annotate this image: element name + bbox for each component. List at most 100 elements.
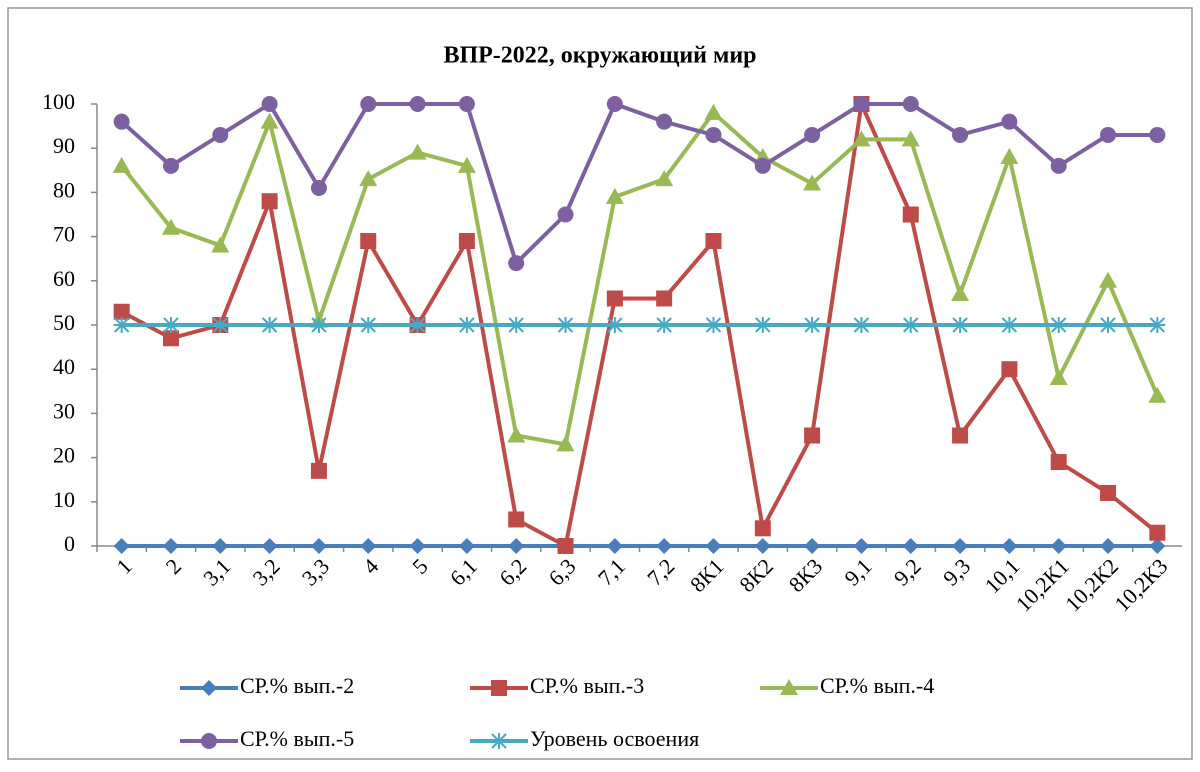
y-tick-label: 100 [42, 89, 75, 114]
y-tick-label: 10 [53, 487, 75, 512]
marker [557, 538, 574, 554]
y-tick-label: 40 [53, 354, 75, 379]
marker [952, 126, 969, 143]
marker [1050, 317, 1067, 333]
marker [359, 170, 378, 187]
marker [853, 317, 870, 333]
y-tick-label: 50 [53, 310, 75, 335]
marker [310, 462, 327, 479]
y-tick-label: 0 [64, 531, 75, 556]
marker [754, 317, 771, 333]
marker [655, 170, 674, 187]
legend-item: СР.% вып.-5 [180, 726, 354, 751]
marker [113, 538, 130, 554]
marker [1148, 386, 1167, 403]
marker [1100, 317, 1117, 333]
marker [1100, 484, 1117, 501]
marker [162, 317, 179, 333]
marker [1001, 317, 1018, 333]
marker [656, 290, 673, 307]
marker [705, 317, 722, 333]
legend-item: Уровень освоения [470, 726, 699, 751]
marker [705, 233, 722, 250]
marker [853, 96, 870, 112]
legend-label: СР.% вып.-4 [820, 673, 934, 698]
marker [458, 317, 475, 333]
marker [606, 96, 623, 112]
marker [902, 538, 919, 554]
marker [1050, 454, 1067, 471]
marker [803, 174, 822, 191]
marker [212, 538, 229, 554]
marker [1001, 538, 1018, 554]
marker [1099, 271, 1118, 288]
legend-item: СР.% вып.-4 [760, 673, 934, 698]
marker [161, 218, 180, 235]
legend-item: СР.% вып.-2 [180, 673, 354, 698]
marker [606, 538, 623, 554]
marker [458, 96, 475, 112]
chart-title: ВПР-2022, окружающий мир [443, 43, 756, 69]
marker [804, 126, 821, 143]
marker [705, 538, 722, 554]
marker [754, 538, 771, 554]
marker [605, 187, 624, 204]
marker [656, 113, 673, 130]
marker [162, 538, 179, 554]
marker [113, 113, 130, 130]
marker [754, 520, 771, 537]
marker [656, 538, 673, 554]
marker [211, 236, 230, 253]
marker [1001, 113, 1018, 130]
marker [508, 255, 525, 272]
marker [902, 206, 919, 223]
marker [162, 157, 179, 174]
y-tick-label: 90 [53, 133, 75, 158]
marker [901, 130, 920, 147]
marker [261, 538, 278, 554]
marker [951, 285, 970, 302]
series-line [120, 101, 1158, 267]
marker [952, 538, 969, 554]
marker [113, 303, 130, 320]
marker [409, 96, 426, 112]
marker [360, 538, 377, 554]
marker [310, 538, 327, 554]
marker [261, 96, 278, 112]
marker [952, 317, 969, 333]
y-tick-label: 30 [53, 398, 75, 423]
marker [457, 156, 476, 173]
marker [212, 317, 229, 333]
marker [260, 112, 279, 129]
marker [804, 538, 821, 554]
marker [261, 193, 278, 210]
marker [656, 317, 673, 333]
marker [491, 680, 507, 696]
marker [1050, 538, 1067, 554]
marker [310, 179, 327, 196]
marker [804, 317, 821, 333]
marker [606, 290, 623, 307]
series-line [120, 96, 1159, 550]
legend-label: СР.% вып.-5 [240, 726, 354, 751]
legend-label: СР.% вып.-3 [530, 673, 644, 698]
marker [1149, 126, 1166, 143]
y-tick-label: 60 [53, 266, 75, 291]
marker [458, 538, 475, 554]
marker [458, 233, 475, 250]
marker [491, 733, 507, 749]
marker [557, 317, 574, 333]
marker [409, 538, 426, 554]
marker [852, 130, 871, 147]
marker [1100, 126, 1117, 143]
marker [360, 317, 377, 333]
marker [508, 538, 525, 554]
marker [1049, 369, 1068, 386]
marker [853, 538, 870, 554]
marker [201, 680, 217, 696]
marker [112, 156, 131, 173]
series-line [120, 109, 1160, 447]
marker [1100, 538, 1117, 554]
marker [409, 317, 426, 333]
marker [1050, 157, 1067, 174]
